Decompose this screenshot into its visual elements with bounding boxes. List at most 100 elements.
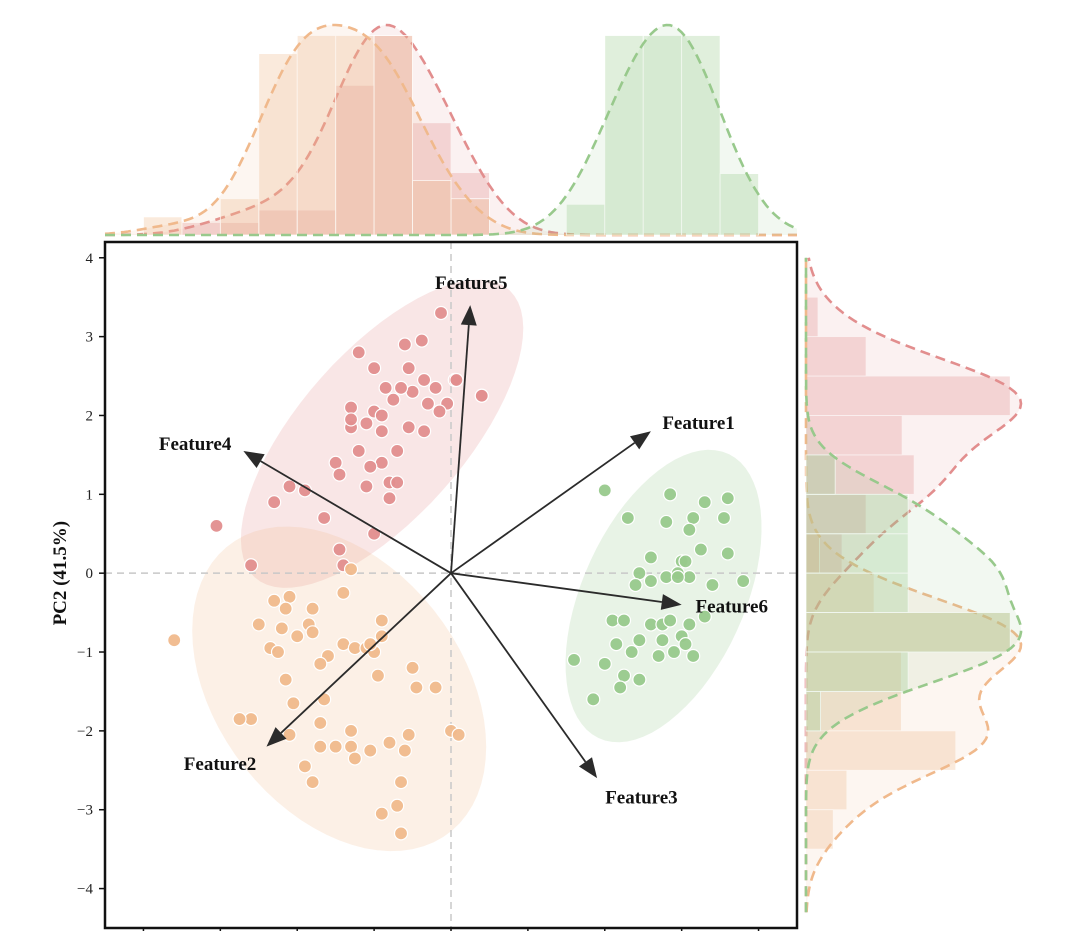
loading-label: Feature2 (184, 754, 256, 775)
data-point-series-1 (363, 459, 378, 474)
data-point-series-2 (374, 806, 389, 821)
y-tick-label: 0 (86, 566, 94, 582)
right-histogram-bar (805, 336, 867, 377)
loading-label: Feature3 (605, 788, 677, 809)
data-point-series-3 (597, 483, 612, 498)
loading-arrow-head (578, 757, 598, 779)
data-point-series-3 (643, 550, 659, 565)
data-point-series-1 (282, 479, 297, 494)
data-point-series-3 (686, 510, 701, 526)
confidence-ellipse-2 (192, 526, 487, 852)
data-point-series-1 (416, 424, 432, 439)
data-point-series-3 (697, 495, 712, 510)
right-histogram-bar (805, 454, 836, 495)
data-point-series-1 (351, 345, 366, 360)
right-histogram-bar (805, 651, 909, 692)
data-point-series-3 (628, 577, 643, 593)
data-point-series-1 (374, 424, 389, 439)
data-point-series-2 (390, 798, 405, 813)
data-point-series-2 (232, 711, 247, 727)
right-histogram-bar (805, 533, 909, 574)
data-point-series-2 (374, 613, 389, 628)
data-point-series-3 (720, 491, 735, 506)
data-point-series-2 (282, 727, 297, 742)
data-point-series-3 (651, 648, 666, 664)
data-point-series-2 (401, 727, 416, 742)
data-point-series-1 (401, 361, 416, 376)
data-point-series-2 (305, 625, 320, 640)
data-point-series-1 (414, 333, 429, 348)
loading-arrow-head (660, 594, 682, 610)
loading-arrow-head (629, 431, 651, 450)
main-scatter-plot: Feature1 Feature2 Feature3 Feature4 Feature5… (77, 240, 799, 931)
loading-label: Feature4 (159, 434, 232, 455)
data-point-series-1 (449, 372, 464, 388)
data-point-series-2 (409, 680, 424, 695)
y-axis-ticks: 4 3 2 1 0 −1 −2 −3 −4 (77, 251, 105, 898)
data-point-series-3 (720, 546, 735, 561)
data-point-series-2 (451, 727, 466, 742)
y-tick-label: 2 (86, 408, 94, 424)
data-point-series-2 (267, 593, 282, 608)
data-point-series-2 (282, 589, 297, 604)
data-point-series-2 (278, 601, 293, 616)
top-histogram-bar (719, 173, 759, 236)
data-point-series-1 (267, 495, 282, 510)
data-point-series-3 (616, 613, 632, 628)
top-histogram-bar (681, 35, 721, 236)
data-point-series-3 (663, 487, 678, 502)
data-point-series-2 (290, 629, 305, 644)
data-point-series-2 (167, 633, 182, 648)
loading-arrow-head (266, 727, 287, 747)
data-point-series-2 (305, 775, 320, 790)
data-point-series-1 (390, 475, 405, 490)
data-point-series-2 (305, 601, 320, 616)
right-histogram-bar (805, 651, 902, 692)
top-histogram-bar (373, 35, 413, 236)
top-histogram-bar (335, 84, 375, 236)
data-point-series-1 (317, 510, 332, 526)
top-histogram-bar (258, 53, 298, 236)
data-point-series-1 (390, 443, 405, 459)
y-tick-label: −1 (77, 645, 93, 661)
data-point-series-3 (613, 680, 628, 695)
data-point-series-1 (386, 392, 401, 407)
data-point-series-2 (278, 672, 293, 687)
right-histogram-bar (805, 730, 957, 771)
y-axis-title: PC2 (41.5%) (50, 521, 71, 625)
data-point-series-2 (343, 723, 359, 738)
data-point-series-2 (347, 751, 362, 766)
data-point-series-1 (332, 467, 347, 482)
data-point-series-3 (697, 609, 712, 624)
top-kde-fill (105, 25, 797, 235)
loading-arrow-shaft (450, 572, 662, 603)
right-kde-curve (804, 257, 1023, 913)
data-point-series-3 (566, 652, 582, 668)
right-histogram-bar (805, 572, 909, 613)
data-point-series-2 (313, 739, 328, 754)
data-point-series-1 (374, 408, 389, 423)
data-point-series-3 (666, 644, 682, 660)
top-histogram-bar (642, 35, 683, 236)
data-point-series-1 (393, 380, 409, 395)
data-point-series-2 (274, 621, 289, 636)
data-point-series-3 (659, 514, 674, 530)
data-point-series-1 (401, 420, 416, 435)
right-histogram-bar (805, 612, 1011, 653)
loading-label: Feature1 (662, 413, 734, 434)
data-point-series-3 (655, 633, 670, 648)
right-histogram-bar (805, 572, 875, 613)
top-kde-fill (105, 25, 797, 235)
data-point-series-3 (705, 577, 720, 593)
data-point-series-2 (405, 660, 420, 675)
data-point-series-2 (270, 644, 286, 660)
data-point-series-2 (286, 696, 301, 711)
data-point-series-1 (367, 361, 382, 376)
data-point-series-2 (251, 617, 266, 632)
top-kde-fill (105, 25, 797, 235)
top-kde-curve (105, 23, 798, 237)
data-point-series-1 (209, 518, 224, 533)
data-point-series-1 (343, 412, 359, 427)
y-tick-label: −3 (77, 803, 93, 819)
